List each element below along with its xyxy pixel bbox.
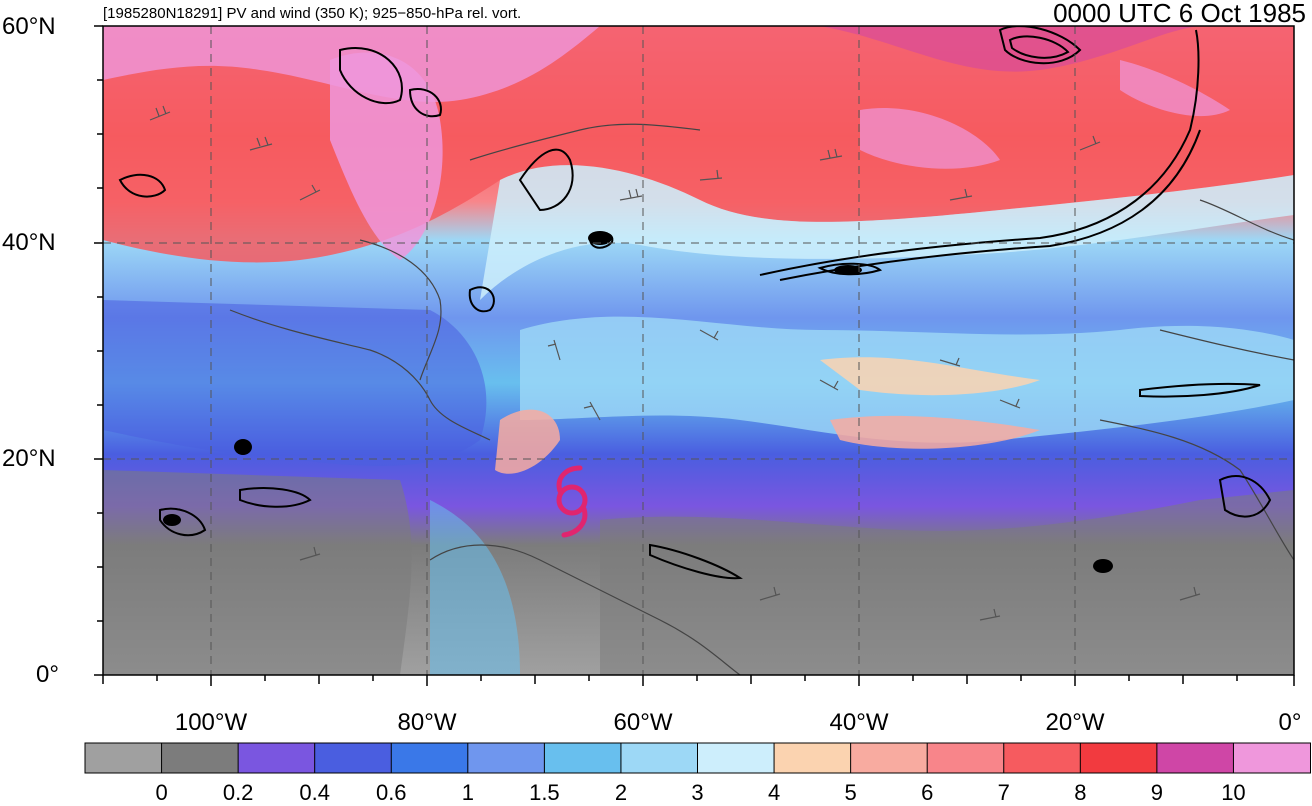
colorbar-swatch [314,742,393,774]
lat-label-equator: 0° [36,661,59,688]
lat-label-20n: 20°N [2,445,56,472]
colorbar-tick-label: 0.2 [222,780,254,805]
lat-label-60n: 60°N [2,13,56,40]
vorticity-filled-blobs [163,231,1113,573]
colorbar-swatch [697,742,776,774]
colorbar-tick-label: 0.6 [375,780,407,805]
colorbar-tick-label: 3 [691,780,704,805]
colorbar-swatch [773,742,852,774]
colorbar-swatch [926,742,1005,774]
lon-label-100w: 100°W [174,709,248,736]
colorbar [84,742,1311,774]
colorbar-tick-label: 2 [614,780,628,805]
lon-label-20w: 20°W [1045,709,1105,736]
colorbar-tick-label: 5 [844,780,857,805]
colorbar-swatch [467,742,546,774]
colorbar-swatch [161,742,240,774]
colorbar-swatch [1079,742,1158,774]
graticule-layer [103,26,1294,675]
colorbar-swatch [1003,742,1082,774]
colorbar-tick-label: 4 [767,780,781,805]
colorbar-swatch [237,742,316,774]
colorbar-swatch [850,742,929,774]
figure-left-title: [1985280N18291] PV and wind (350 K); 925… [103,5,522,22]
wind-barb-layer [149,105,1201,621]
vorticity-contour-layer [118,26,1272,580]
lon-label-80w: 80°W [397,709,457,736]
lon-label-60w: 60°W [613,709,673,736]
colorbar-swatch [620,742,699,774]
figure-date-title: 0000 UTC 6 Oct 1985 [1053,0,1306,28]
colorbar-tick-label: 1 [461,780,474,805]
colorbar-tick-label: 0.4 [299,780,330,805]
colorbar-tick-label: 6 [921,780,934,805]
colorbar-tick-label: 1.5 [529,780,560,805]
colorbar-swatch [1156,742,1235,774]
lon-label-40w: 40°W [829,709,889,736]
coastline-layer [229,123,1294,675]
axis-ticks [94,25,1295,686]
colorbar-tick-label: 8 [1074,780,1087,805]
colorbar-tick-label: 10 [1221,780,1246,805]
tropical-cyclone-icon [556,465,588,538]
colorbar-swatch [84,742,163,774]
colorbar-tick-label: 0 [155,780,168,805]
colorbar-tick-label: 7 [997,780,1010,805]
colorbar-swatch [1232,742,1311,774]
colorbar-tick-label: 9 [1150,780,1163,805]
lon-label-0: 0° [1278,709,1302,736]
lat-label-40n: 40°N [2,229,56,256]
colorbar-swatch [543,742,622,774]
pv-shading-layer [103,26,1294,675]
colorbar-swatch [390,742,469,774]
